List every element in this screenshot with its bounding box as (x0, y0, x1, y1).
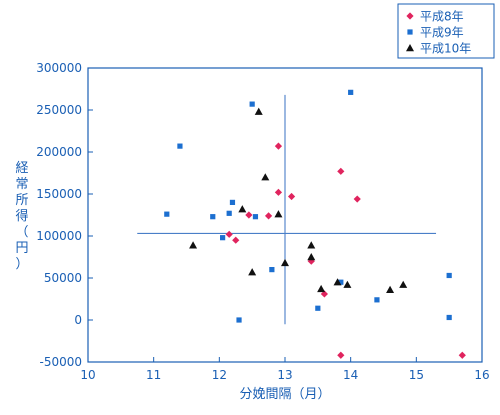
data-point-diamond (320, 290, 328, 298)
axes-layer: 10 11 12 13 14 15 16 -50000 0 50000 100000 150000 20… (15, 61, 489, 382)
data-point-square (220, 235, 226, 241)
y-tick-label: -50000 (39, 355, 82, 369)
data-point-diamond (353, 195, 361, 203)
data-point-triangle (399, 280, 408, 288)
data-point-diamond (245, 211, 253, 219)
y-tick-label: 50000 (44, 271, 82, 285)
data-point-triangle (317, 284, 326, 293)
data-point-square (210, 214, 216, 220)
x-tick-label: 15 (409, 368, 424, 382)
data-point-square (374, 297, 380, 303)
data-point-square (164, 211, 170, 217)
y-axis-label: 経常所得（円） (15, 161, 28, 272)
data-point-diamond (274, 188, 283, 196)
y-tick-label: 300000 (36, 61, 82, 75)
data-point-diamond (225, 230, 233, 238)
data-point-diamond (287, 192, 296, 201)
data-point-square (249, 101, 255, 107)
data-point-square (236, 317, 242, 323)
y-tick-label: 0 (74, 313, 82, 327)
y-tick-label: 150000 (36, 187, 82, 201)
series-1 (225, 142, 466, 359)
data-point-diamond (337, 351, 345, 359)
data-point-triangle (307, 253, 316, 261)
data-point-square (269, 267, 275, 273)
data-point-triangle (189, 241, 198, 249)
data-point-square (348, 89, 354, 95)
data-point-diamond (232, 236, 240, 244)
reference-lines (137, 94, 437, 325)
data-point-square (177, 143, 183, 149)
data-point-square (229, 199, 236, 205)
data-point-diamond (458, 351, 466, 359)
data-point-triangle (333, 278, 342, 286)
data-point-triangle (261, 173, 270, 181)
data-point-triangle (274, 210, 283, 218)
x-tick-label: 16 (474, 368, 489, 382)
legend-label: 平成8年 (420, 10, 464, 24)
legend-marker (406, 12, 414, 20)
series-3 (189, 107, 408, 293)
y-tick-label: 250000 (36, 103, 82, 117)
x-tick-label: 12 (212, 368, 227, 382)
y-tick-label: 200000 (36, 145, 82, 159)
legend-marker (407, 29, 413, 35)
data-point-diamond (337, 167, 345, 175)
data-point-triangle (248, 268, 257, 276)
x-tick-label: 10 (80, 368, 95, 382)
y-tick-label: 100000 (36, 229, 82, 243)
data-point-square (226, 210, 232, 216)
legend-label: 平成10年 (420, 42, 471, 56)
data-point-triangle (238, 205, 247, 213)
x-tick-label: 14 (343, 368, 358, 382)
data-point-diamond (274, 142, 283, 150)
data-point-square (252, 214, 259, 220)
data-point-triangle (386, 285, 395, 293)
data-point-square (338, 279, 344, 285)
data-point-square (446, 272, 452, 279)
data-point-diamond (264, 212, 273, 220)
series-2 (164, 89, 452, 323)
data-point-triangle (281, 258, 289, 267)
legend-label: 平成9年 (420, 26, 464, 40)
data-points (164, 89, 466, 359)
x-tick-label: 11 (146, 368, 161, 382)
legend-box (397, 3, 495, 59)
data-point-square (315, 305, 321, 311)
x-tick-label: 13 (277, 368, 292, 382)
x-axis-label: 分娩間隔（月） (239, 387, 330, 402)
legend-marker (406, 44, 414, 52)
data-point-square (446, 314, 452, 321)
data-point-triangle (307, 241, 316, 249)
data-point-triangle (343, 280, 352, 288)
data-point-triangle (254, 107, 263, 115)
